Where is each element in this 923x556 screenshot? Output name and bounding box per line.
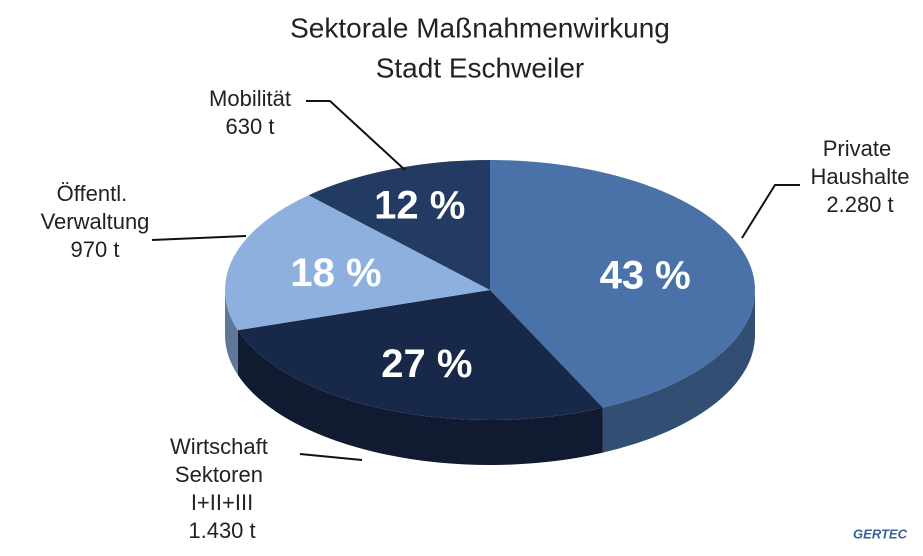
amount-label: 2.280 t xyxy=(826,192,893,217)
slice-side xyxy=(225,290,238,376)
slice xyxy=(490,160,755,408)
slice xyxy=(237,290,603,420)
category-label: Öffentl. Verwaltung xyxy=(41,181,150,234)
slice xyxy=(308,160,490,290)
slice-side xyxy=(237,330,603,465)
leader-line xyxy=(299,453,363,461)
amount-label: 630 t xyxy=(226,114,275,139)
logo: GERTEC xyxy=(853,526,908,541)
amount-label: 970 t xyxy=(71,237,120,262)
slice xyxy=(224,195,490,331)
data-label: 12 % xyxy=(374,184,465,228)
data-label: 27 % xyxy=(381,342,472,386)
category-label: Mobilität xyxy=(209,86,291,111)
leader-line xyxy=(741,184,800,239)
category-label: Private Haushalte xyxy=(810,136,909,189)
slice-side xyxy=(602,290,755,453)
leader-line xyxy=(151,235,247,241)
data-label: 18 % xyxy=(290,251,381,295)
leader-line xyxy=(306,100,406,171)
category-label: Wirtschaft Sektoren I+II+III xyxy=(170,434,274,515)
data-label: 43 % xyxy=(600,254,691,298)
chart-title: Sektorale Maßnahmenwirkung xyxy=(290,12,670,43)
amount-label: 1.430 t xyxy=(188,518,255,543)
pie: 43 % 27 % 18 % 12 % xyxy=(224,160,755,465)
chart-title: Stadt Eschweiler xyxy=(376,52,585,83)
